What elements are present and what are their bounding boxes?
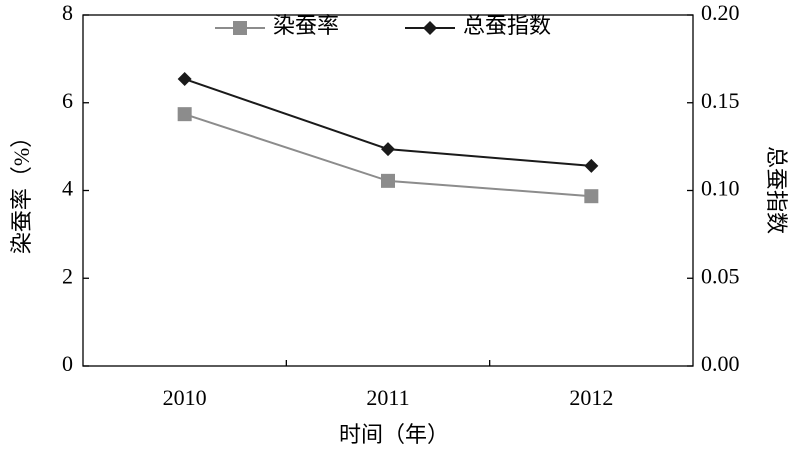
data-point xyxy=(381,173,395,188)
data-point xyxy=(584,189,599,204)
y-tick-label: 0 xyxy=(62,351,73,376)
y-tick-label: 2 xyxy=(62,263,73,288)
data-point xyxy=(177,72,192,87)
y2-tick-label: 0.10 xyxy=(701,176,740,201)
x-tick-label: 2011 xyxy=(366,385,409,410)
y2-tick-label: 0.20 xyxy=(701,0,740,25)
legend-label: 总蚕指数 xyxy=(463,13,551,38)
legend-marker xyxy=(423,21,437,35)
y2-tick-label: 0.05 xyxy=(701,263,740,288)
y-axis-label: 染蚕率（%） xyxy=(9,126,34,254)
x-tick-label: 2012 xyxy=(569,385,613,410)
data-point xyxy=(584,158,599,173)
y2-tick-label: 0.15 xyxy=(701,88,740,113)
y-tick-label: 8 xyxy=(62,0,73,25)
y-tick-label: 4 xyxy=(62,176,73,201)
legend-label: 染蚕率 xyxy=(273,13,339,38)
plot-frame xyxy=(82,14,694,367)
y-tick-label: 6 xyxy=(62,88,73,113)
data-point xyxy=(381,142,395,157)
data-point xyxy=(177,107,192,122)
y2-axis-label: 总蚕指数 xyxy=(764,146,789,234)
legend-marker xyxy=(233,21,247,35)
x-axis-label: 时间（年） xyxy=(339,422,449,447)
x-tick-label: 2010 xyxy=(163,385,207,410)
y2-tick-label: 0.00 xyxy=(701,351,740,376)
